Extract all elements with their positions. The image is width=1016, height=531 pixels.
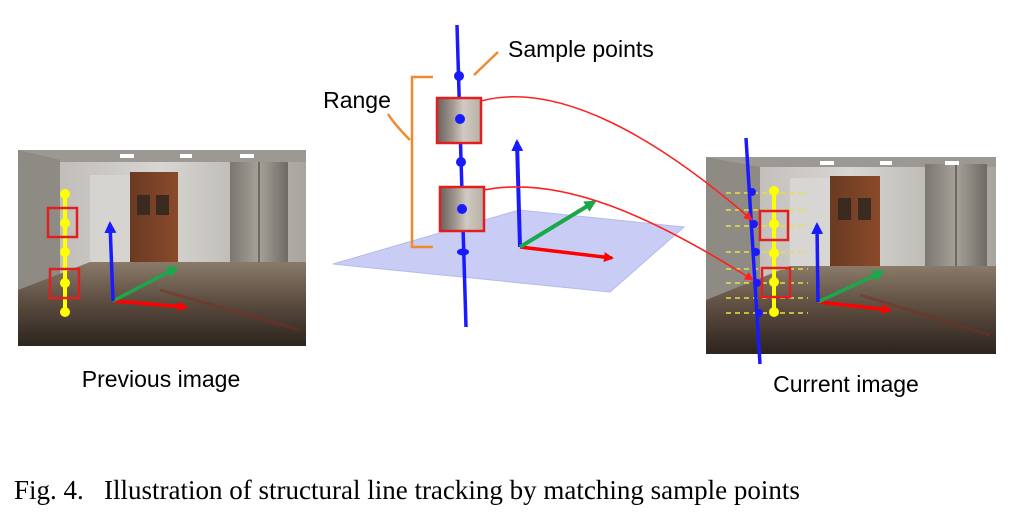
sample-point <box>752 248 760 256</box>
previous-image <box>18 150 306 346</box>
match-arrow-upper <box>480 96 753 221</box>
sample-point <box>769 219 779 229</box>
structural-line <box>455 24 468 328</box>
range-bracket <box>410 75 433 249</box>
patch-box <box>438 185 486 233</box>
sample-points-label: Sample points <box>508 36 654 62</box>
current-image-overlay <box>726 137 892 365</box>
sample-point <box>60 278 70 288</box>
sample-point <box>455 114 465 124</box>
previous-image-label: Previous image <box>82 366 241 392</box>
sample-point <box>769 186 779 196</box>
sample-point <box>60 247 70 257</box>
sample-point <box>60 307 70 317</box>
sample-point <box>60 218 70 228</box>
axis-z-arrow <box>817 270 885 304</box>
match-box <box>760 266 792 299</box>
axis-z-arrow <box>518 200 597 249</box>
match-box <box>46 206 79 239</box>
ground-plane <box>332 209 686 293</box>
sample-point <box>769 248 779 258</box>
match-box <box>758 209 790 242</box>
patch-box <box>435 96 483 145</box>
sample-point <box>457 204 467 214</box>
axis-x-arrow <box>817 300 892 315</box>
center-illustration <box>332 24 686 328</box>
figure-caption: Fig. 4. Illustration of structural line … <box>14 475 800 505</box>
sample-point <box>748 188 756 196</box>
axis-z-arrow <box>112 266 179 303</box>
match-box <box>48 267 81 300</box>
axis-y-arrow <box>511 139 524 248</box>
sample-points-leader <box>473 51 499 76</box>
match-arrow-lower <box>483 186 754 281</box>
sample-point <box>769 307 779 317</box>
sample-point <box>750 220 758 228</box>
axis-y-arrow <box>811 222 824 303</box>
sample-point <box>60 189 70 199</box>
sample-point <box>454 71 464 81</box>
axis-x-arrow <box>112 299 188 312</box>
sample-point <box>755 309 763 317</box>
current-image-label: Current image <box>773 371 919 397</box>
axis-x-arrow <box>519 245 614 263</box>
previous-image-overlay <box>46 189 188 317</box>
correspondence-arrows <box>480 96 754 281</box>
sample-point <box>456 157 466 167</box>
range-label: Range <box>323 87 391 113</box>
axis-y-arrow <box>104 221 117 302</box>
range-leader <box>386 113 411 141</box>
sample-point <box>457 248 469 256</box>
sample-point <box>769 277 779 287</box>
sample-point <box>753 279 761 287</box>
